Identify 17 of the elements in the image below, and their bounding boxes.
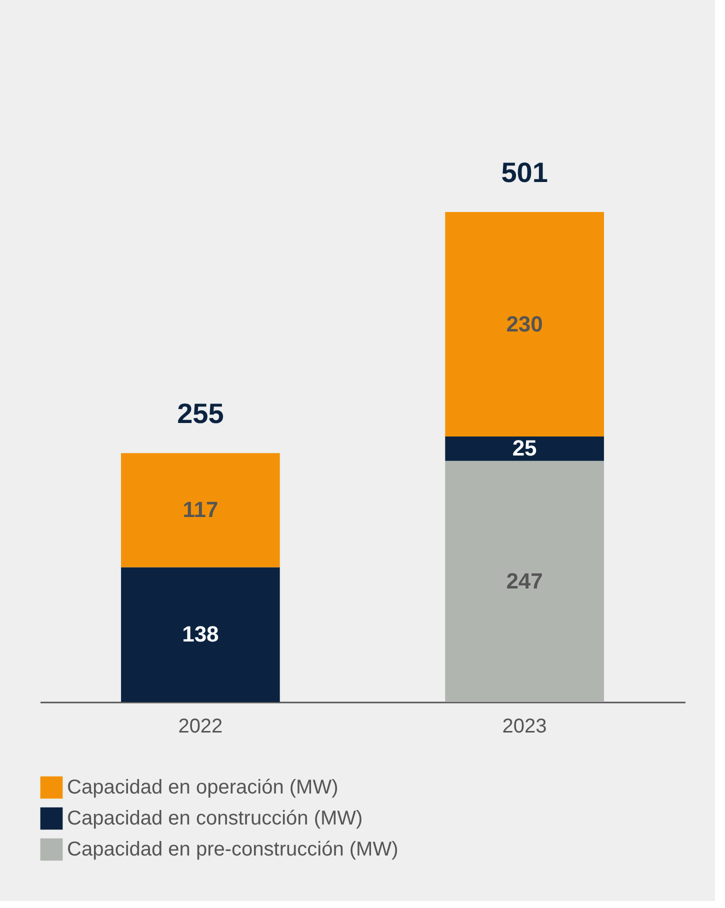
bar [121,567,280,702]
bar [445,460,604,702]
bar [445,212,604,436]
total-label: 255 [177,398,224,430]
legend-label: Capacidad en construcción (MW) [67,808,363,830]
data-label: 25 [512,436,537,461]
data-label: 117 [182,497,218,522]
total-label: 501 [501,157,548,188]
bar [121,453,280,568]
bar [445,436,604,461]
legend-label: Capacidad en operación (MW) [67,776,338,798]
data-label: 247 [506,568,543,594]
legend-label: Capacidad en pre-construcción (MW) [67,838,398,860]
x-tick-label: 2022 [178,716,223,738]
data-label: 138 [182,622,219,647]
x-tick-label: 2023 [502,716,547,738]
data-label: 230 [506,311,543,336]
